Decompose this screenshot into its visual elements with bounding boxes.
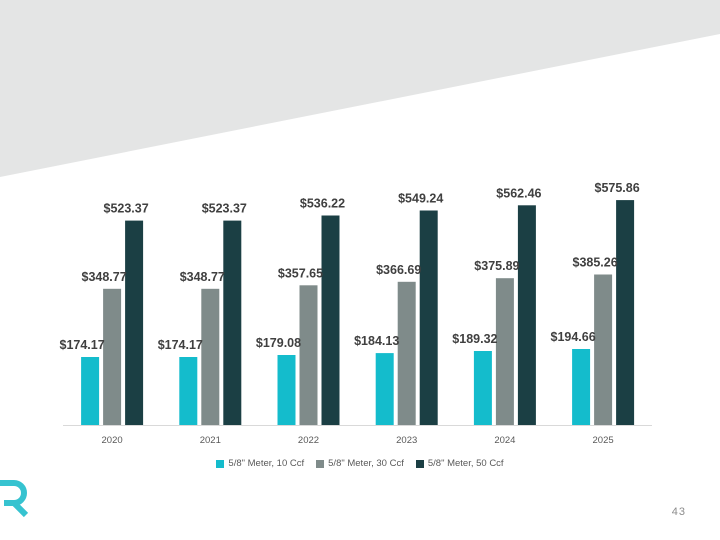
bar [397,281,416,425]
chart-x-ticks: 2020 2021 2022 2023 2024 2025 [102,435,614,446]
x-tick-label: 2020 [102,435,123,446]
data-label: $194.66 [551,330,596,344]
bar [179,357,198,425]
x-tick-label: 2022 [298,435,319,446]
data-label: $174.17 [158,338,203,352]
data-label: $366.69 [376,263,421,277]
logo-r-shape [0,480,29,518]
bar [277,355,296,425]
data-label: $357.65 [278,266,323,280]
bar [103,288,122,425]
data-label: $575.86 [595,181,640,195]
x-tick-label: 2023 [396,435,417,446]
legend-swatch [415,459,424,468]
header-banner [0,0,720,177]
x-tick-label: 2024 [494,435,515,446]
legend-label: 5/8" Meter, 30 Ccf [328,458,404,469]
legend-swatch [316,459,325,468]
chart-data-labels: $174.17 $348.77 $523.37 $174.17 $348.77 $523.… [60,181,640,352]
bar [299,285,318,425]
bar [81,357,100,425]
legend-label: 5/8" Meter, 50 Ccf [427,458,504,469]
chart-bars [81,200,635,425]
legend-item: 5/8" Meter, 50 Ccf [415,458,504,469]
data-label: $174.17 [60,338,105,352]
data-label: $348.77 [180,270,225,284]
bar [419,210,438,425]
x-tick-label: 2021 [200,435,221,446]
legend-label: 5/8" Meter, 10 Ccf [228,458,305,469]
data-label: $375.89 [474,259,519,273]
bar [495,278,514,425]
data-label: $523.37 [104,202,149,216]
bar [473,351,492,425]
bar [517,205,536,425]
bar [594,274,613,425]
banner-shape [0,0,720,177]
legend-item: 5/8" Meter, 30 Ccf [316,458,404,469]
data-label: $179.08 [256,336,301,350]
bar [321,215,340,425]
chart-legend: 5/8" Meter, 10 Ccf 5/8" Meter, 30 Ccf 5/… [0,458,720,469]
bar [572,349,591,425]
bar [616,200,635,425]
bar [125,220,144,425]
page-number: 43 [671,506,686,518]
company-logo-icon [0,480,29,518]
bar [201,288,220,425]
data-label: $536.22 [300,197,345,211]
x-tick-label: 2025 [593,435,614,446]
bar-chart: $174.17 $348.77 $523.37 $174.17 $348.77 $523.… [60,181,652,446]
bar [223,220,242,425]
data-label: $549.24 [398,192,443,206]
legend-swatch [216,459,225,468]
bar [375,353,394,425]
data-label: $189.32 [452,332,497,346]
data-label: $184.13 [354,334,399,348]
data-label: $562.46 [496,186,541,200]
legend-item: 5/8" Meter, 10 Ccf [216,458,304,469]
data-label: $385.26 [573,256,618,270]
data-label: $348.77 [82,270,127,284]
data-label: $523.37 [202,202,247,216]
